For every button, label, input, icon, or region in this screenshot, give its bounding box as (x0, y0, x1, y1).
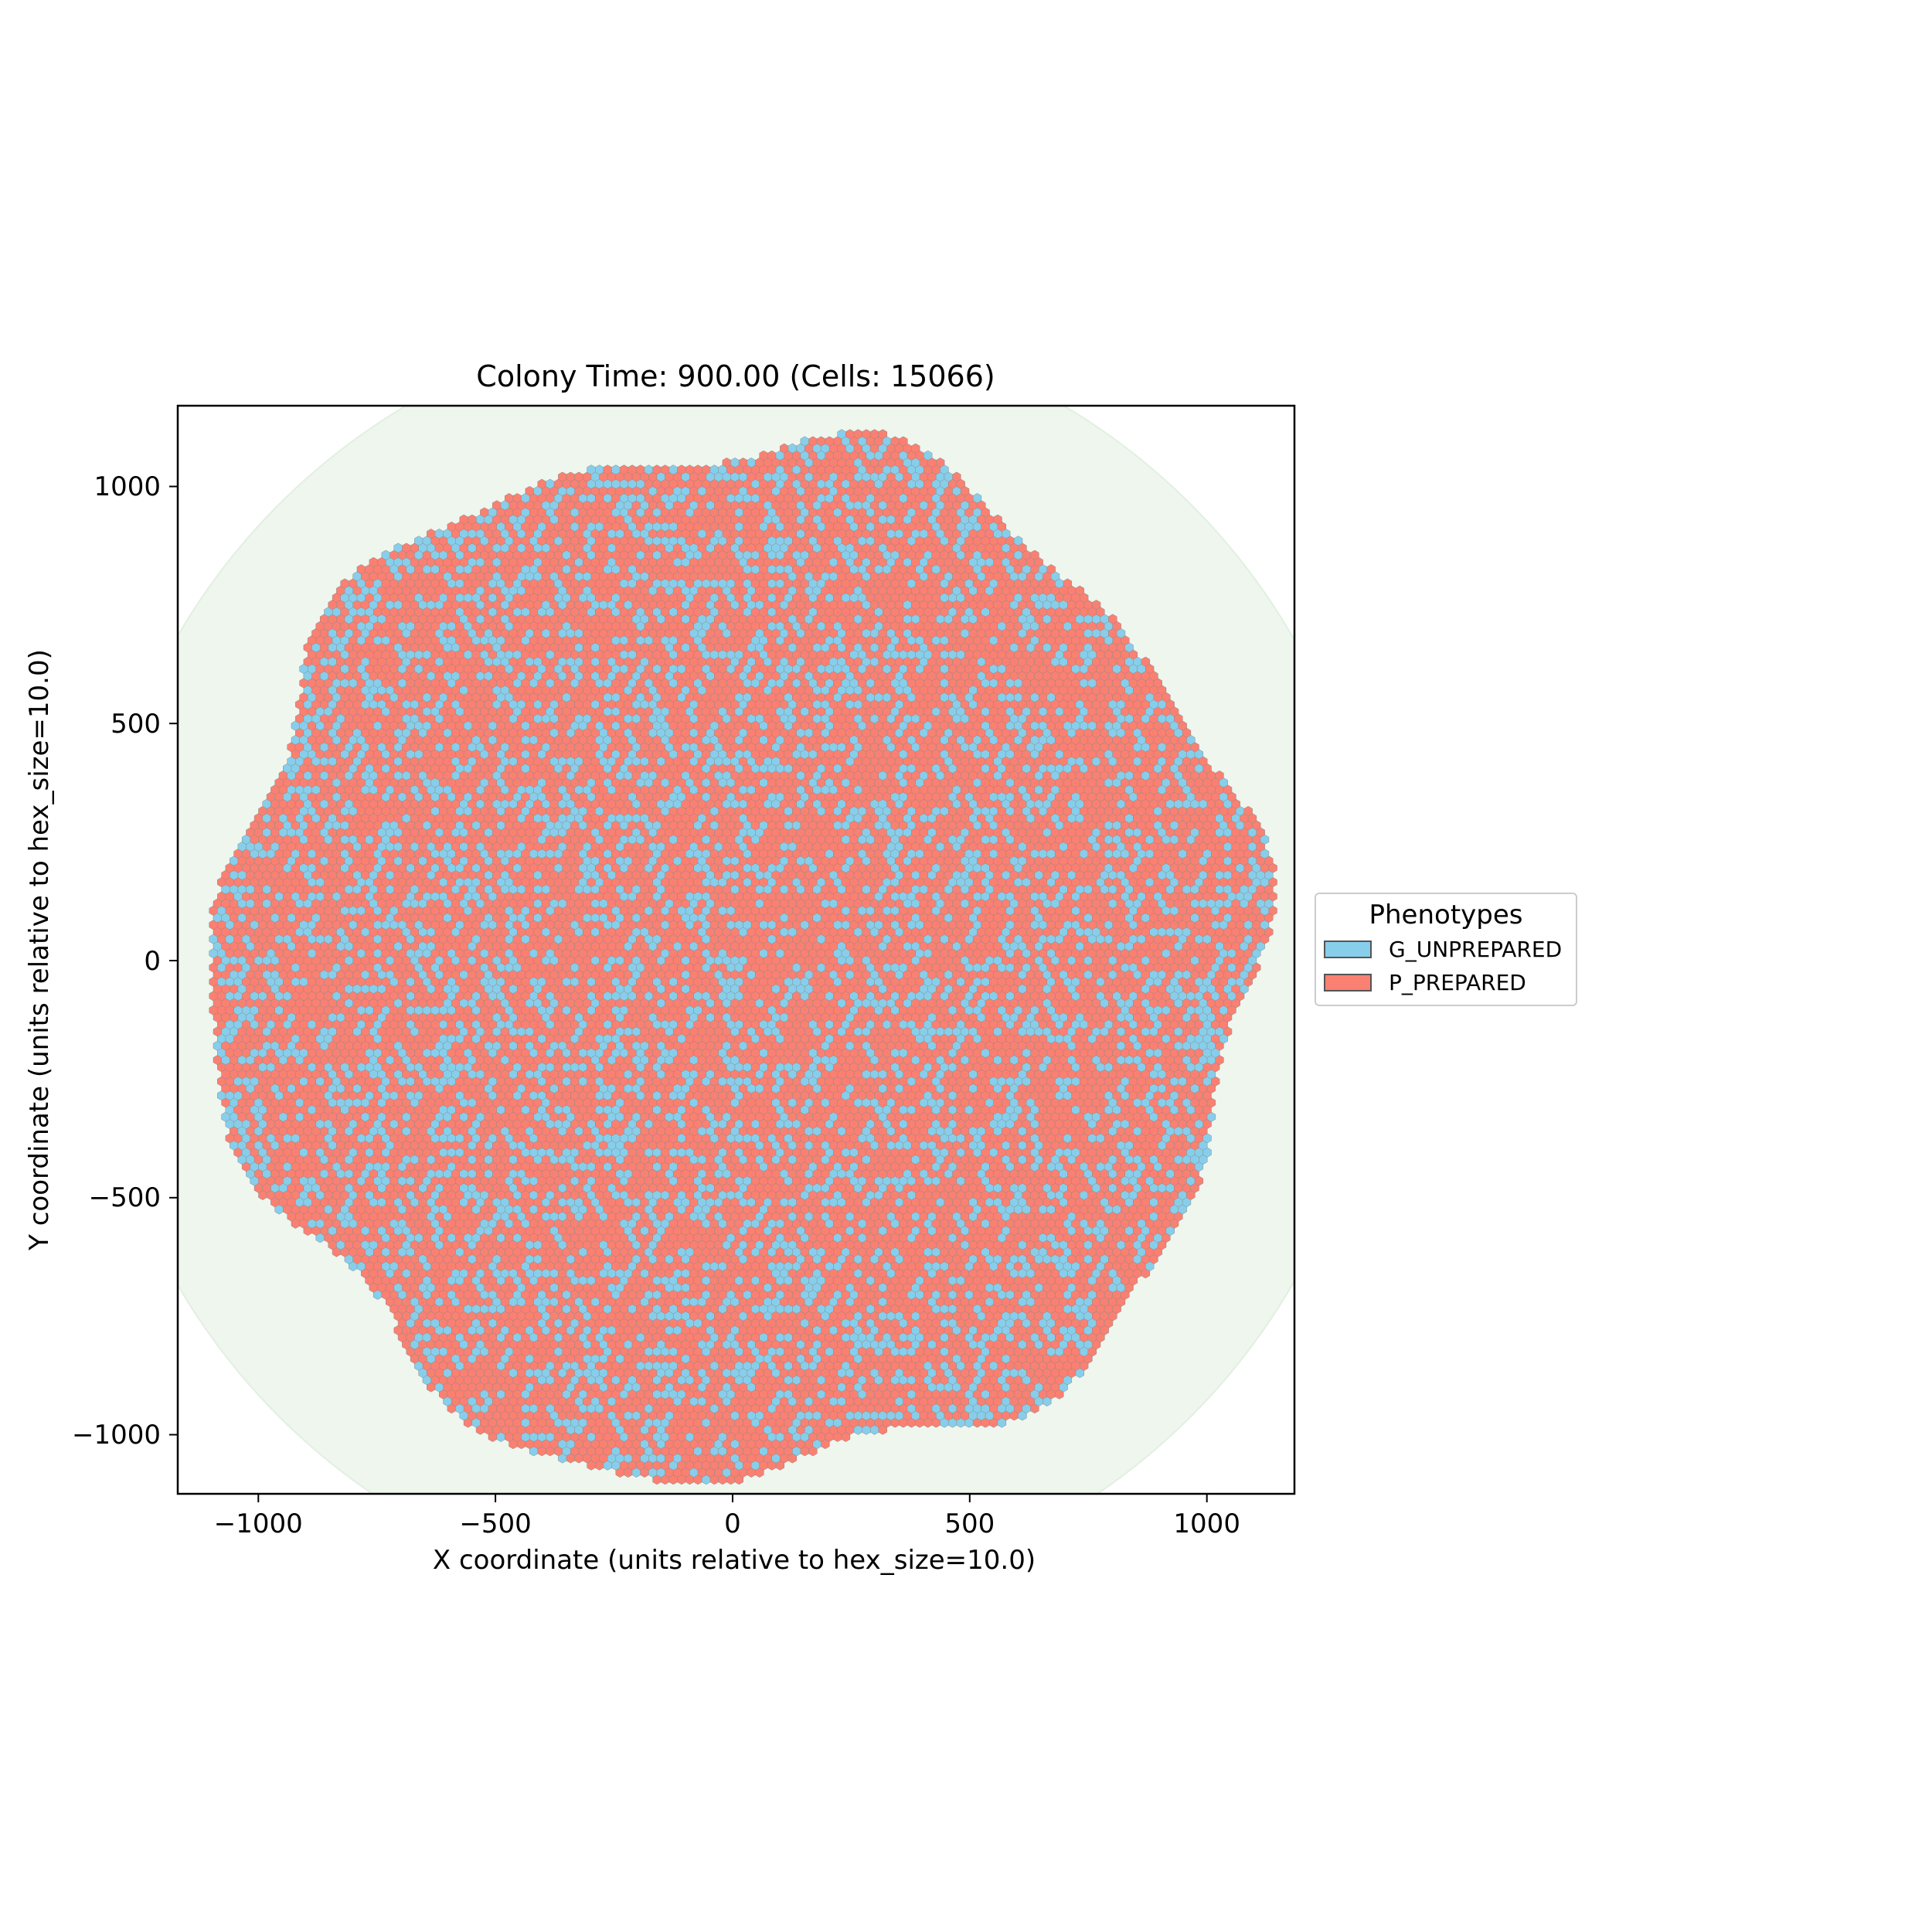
chart-title: Colony Time: 900.00 (Cells: 15066) (476, 359, 995, 393)
plot-area (178, 406, 1294, 1494)
hex-cell-layer (209, 429, 1277, 1485)
